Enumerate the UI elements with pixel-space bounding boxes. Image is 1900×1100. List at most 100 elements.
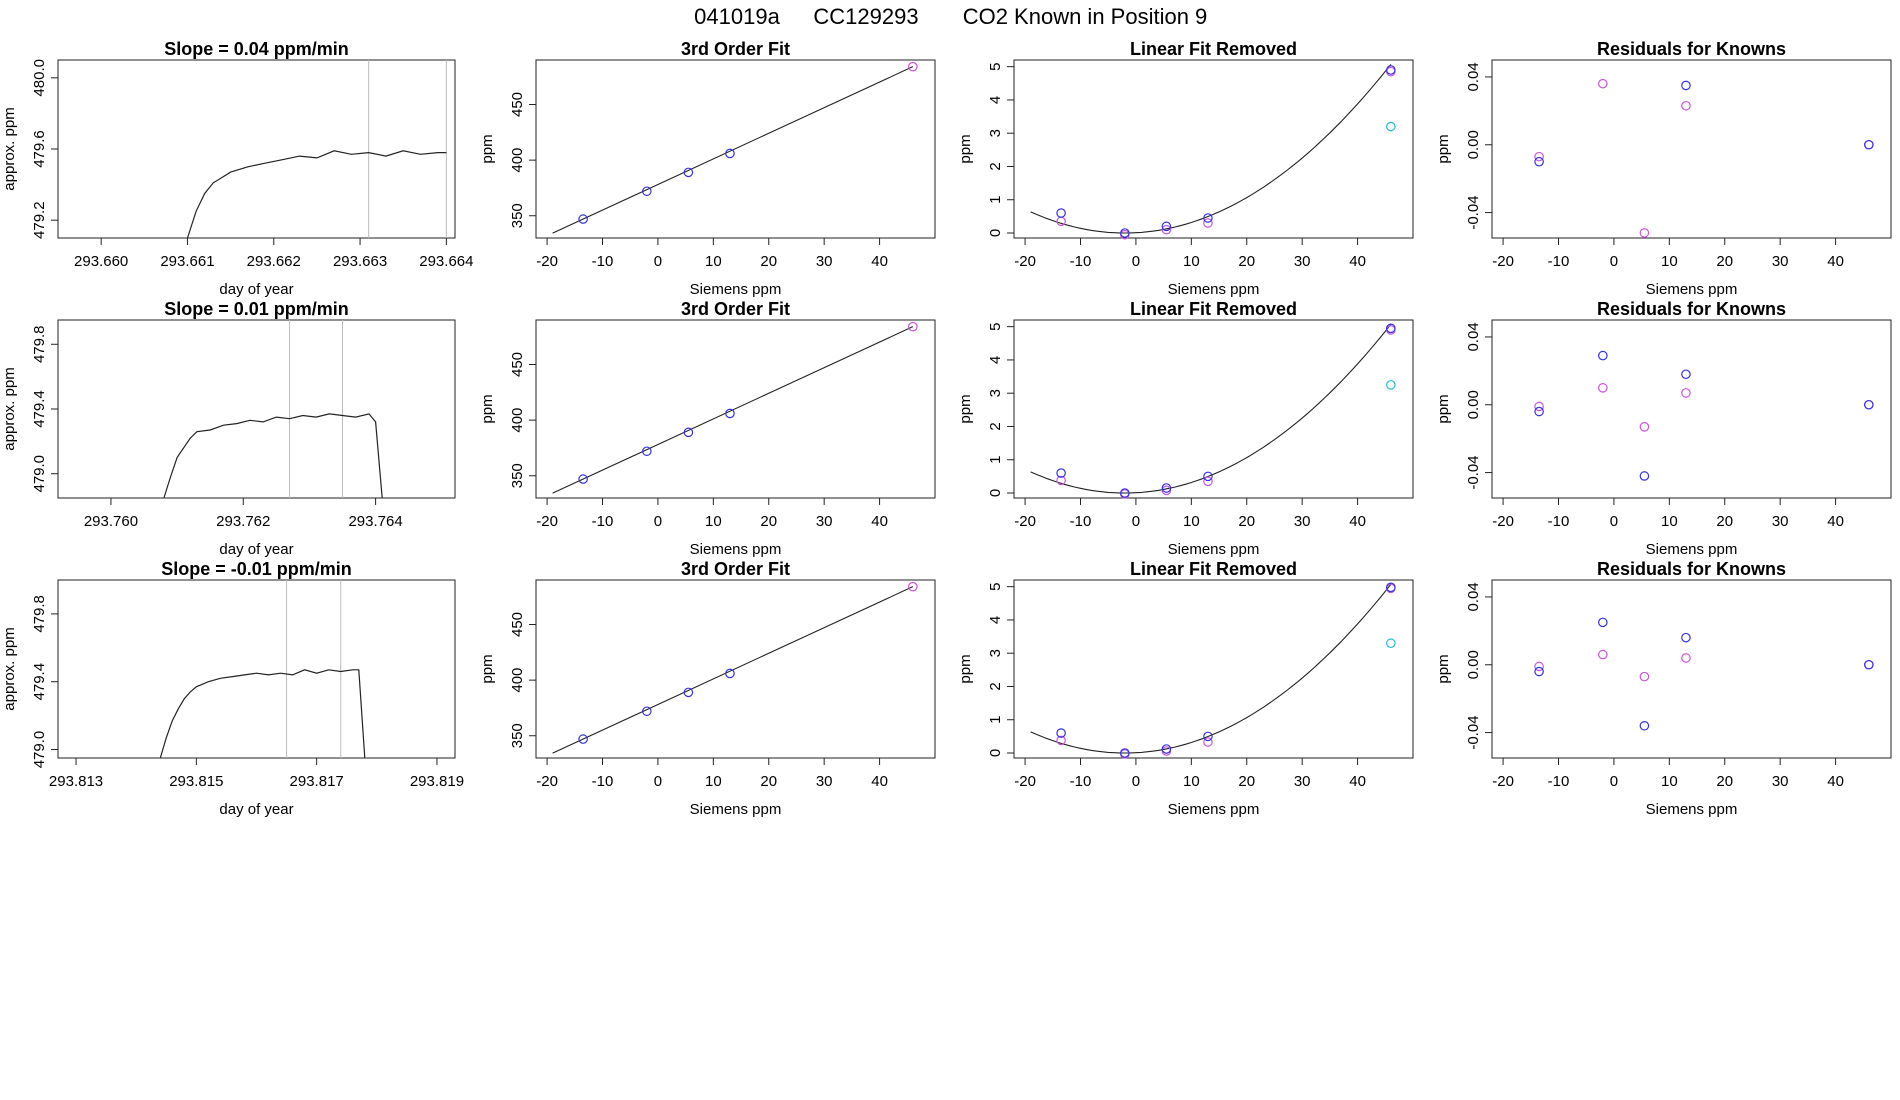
row1-linear-plot-frame [1013,59,1414,239]
row2-linear-y-tick-label: 0 [987,489,1004,497]
row2-fit-x-tick-label: 30 [816,513,833,530]
row3-linear-y-label: ppm [957,654,974,683]
row3-time-panel: Slope = -0.01 ppm/min day of year approx. … [1,559,464,818]
row2-fit-x-tick-label: -20 [536,513,558,530]
row2-residuals-blue-point [1639,471,1650,481]
row1-linear-blue-point [1386,65,1396,75]
row2-fit-x-tick-label: 0 [654,513,662,530]
row3-time-y-label: approx. ppm [1,627,18,710]
row3-residuals-x-tick-label: 10 [1661,773,1678,790]
row3-fit-x-tick-label: 20 [760,773,777,790]
row1-residuals-x-tick-label: -20 [1492,253,1514,270]
row2-residuals-y-tick-label: -0.04 [1465,455,1482,489]
row1-time-y-tick-label: 480.0 [31,59,48,97]
row1-residuals-x-tick-label: 30 [1772,253,1789,270]
row3-fit-y-tick-label: 450 [509,612,526,637]
row3-linear-y-tick-label: 1 [987,716,1004,724]
row1-time-series-line [186,150,447,239]
row2-time-panel: Slope = 0.01 ppm/min day of year approx. p… [1,299,456,558]
row2-linear-blue-point [1120,488,1130,498]
row1-residuals-x-tick-label: 0 [1610,253,1618,270]
row1-fit-panel: 3rd Order Fit Siemens ppm ppm -20 -10 0 10 20 30… [479,39,936,298]
row1-linear-x-label: Siemens ppm [1168,281,1260,298]
row2-linear-x-tick-label: 20 [1238,513,1255,530]
row2-residuals-blue-point [1864,399,1874,410]
row2-residuals-magenta-point [1681,388,1691,398]
row2-residuals-y-label: ppm [1435,394,1452,423]
row3-time-x-tick-label: 293.819 [410,773,464,790]
row2-linear-x-tick-label: 10 [1183,513,1200,530]
row2-fit-x-tick-label: 20 [760,513,777,530]
row3-fit-title: 3rd Order Fit [681,559,790,579]
row3-residuals-blue-point [1534,666,1544,677]
row1-time-title: Slope = 0.04 ppm/min [164,39,349,59]
row3-time-title: Slope = -0.01 ppm/min [161,559,352,579]
row1-linear-title: Linear Fit Removed [1130,39,1297,59]
row2-residuals-magenta-point [1639,421,1650,432]
row2-time-plot-frame [57,319,456,499]
row1-linear-x-tick-label: 20 [1238,253,1255,270]
row2-residuals-magenta-point [1534,401,1544,412]
row1-time-plot-frame [57,59,456,239]
row2-fit-y-tick-label: 450 [509,352,526,377]
row3-time-y-tick-label: 479.4 [31,663,48,701]
row1-fit-x-tick-label: 30 [816,253,833,270]
row2-fit-title: 3rd Order Fit [681,299,790,319]
row2-time-y-tick-label: 479.0 [31,455,48,493]
row2-residuals-magenta-point [1598,383,1608,393]
row2-residuals-y-tick-label: 0.00 [1465,390,1482,419]
row2-linear-y-tick-label: 2 [987,422,1004,430]
row1-time-x-tick-label: 293.663 [333,253,387,270]
row3-fit-x-label: Siemens ppm [690,801,782,818]
row1-linear-blue-point [1120,228,1130,238]
row2-linear-x-label: Siemens ppm [1168,541,1260,558]
row3-residuals-x-label: Siemens ppm [1646,801,1738,818]
header-run: 041019a [694,4,780,29]
row1-residuals-panel: Residuals for Knowns Siemens ppm ppm -20 -10… [1435,39,1892,298]
header-tank: CC129293 [813,4,918,29]
row3-time-y-tick-label: 479.0 [31,731,48,769]
row1-time-y-tick-label: 479.2 [31,201,48,239]
row3-fit-point [908,581,918,592]
row3-residuals-x-tick-label: -10 [1548,773,1570,790]
row3-residuals-x-tick-label: 0 [1610,773,1618,790]
row3-linear-plot-frame [1013,579,1414,759]
row2-fit-y-label: ppm [479,394,496,423]
row1-time-panel: Slope = 0.04 ppm/min day of year approx. p… [1,39,473,298]
row1-linear-x-tick-label: -20 [1014,253,1036,270]
row2-fit-point [578,474,588,484]
row2-fit-y-tick-label: 400 [509,408,526,433]
row1-fit-x-tick-label: -20 [536,253,558,270]
row1-fit-y-tick-label: 350 [509,203,526,228]
row3-residuals-x-tick-label: 30 [1772,773,1789,790]
row3-time-x-label: day of year [219,801,293,818]
row2-residuals-x-tick-label: 20 [1716,513,1733,530]
row1-residuals-y-tick-label: 0.04 [1465,62,1482,91]
row3-fit-point [642,706,652,717]
row3-residuals-magenta-point [1598,649,1608,660]
row3-residuals-y-label: ppm [1435,654,1452,683]
row3-fit-panel: 3rd Order Fit Siemens ppm ppm -20 -10 0 10 20 30… [479,559,936,818]
row3-residuals-panel: Residuals for Knowns Siemens ppm ppm -20 -10… [1435,559,1892,818]
row1-time-x-tick-label: 293.664 [419,253,473,270]
row3-linear-x-tick-label: 30 [1294,773,1311,790]
row2-linear-x-tick-label: -20 [1014,513,1036,530]
row2-time-series-line [163,413,383,499]
row2-residuals-x-tick-label: 40 [1827,513,1844,530]
row3-time-x-tick-label: 293.815 [169,773,223,790]
row2-residuals-x-label: Siemens ppm [1646,541,1738,558]
row1-linear-curve [1030,64,1392,234]
row3-time-y-tick-label: 479.8 [31,595,48,633]
row3-linear-cyan-point [1386,638,1396,649]
row1-fit-y-tick-label: 450 [509,92,526,117]
row1-residuals-y-tick-label: -0.04 [1465,195,1482,229]
row2-linear-title: Linear Fit Removed [1130,299,1297,319]
row3-linear-blue-point [1056,728,1066,738]
row3-residuals-y-tick-label: -0.04 [1465,715,1482,749]
row1-residuals-x-tick-label: 10 [1661,253,1678,270]
row1-residuals-x-tick-label: 20 [1716,253,1733,270]
row1-linear-x-tick-label: -10 [1070,253,1092,270]
row3-fit-y-label: ppm [479,654,496,683]
row1-fit-point [908,61,918,72]
row1-fit-x-tick-label: 40 [871,253,888,270]
